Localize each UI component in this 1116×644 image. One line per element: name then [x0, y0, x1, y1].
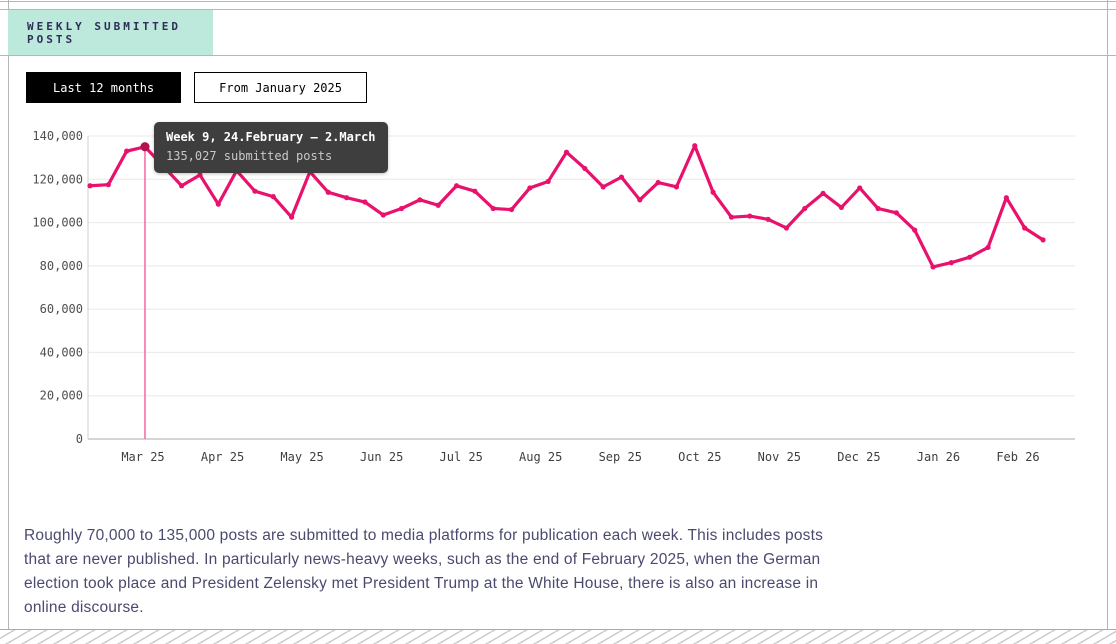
caption-line: election took place and President Zelens… — [24, 575, 819, 592]
data-point — [417, 197, 423, 203]
caption-line: online discourse. — [24, 599, 144, 616]
data-point — [967, 254, 973, 260]
data-point — [545, 178, 551, 185]
x-tick-label: Dec 25 — [837, 450, 880, 464]
tooltip-value: 135,027 submitted posts — [166, 149, 333, 163]
data-point — [197, 172, 203, 178]
data-point — [930, 264, 936, 270]
y-tick-label: 120,000 — [32, 172, 83, 186]
data-point — [288, 214, 295, 220]
chart-canvas: 0 20,000 40,000 60,000 80,000 100,000 120,000 1… — [32, 129, 1075, 464]
data-point — [453, 183, 460, 189]
data-point — [325, 189, 331, 195]
data-point — [472, 188, 478, 194]
data-point — [857, 185, 863, 191]
x-tick-label: Jul 25 — [440, 450, 483, 464]
data-point — [362, 199, 368, 205]
weekly-posts-line-chart[interactable]: 0 20,000 40,000 60,000 80,000 100,000 120,000 1… — [0, 120, 1116, 480]
data-point — [637, 197, 643, 203]
data-point — [435, 202, 441, 208]
data-point — [179, 183, 185, 189]
data-point — [838, 204, 845, 211]
data-point — [673, 184, 680, 190]
x-tick-label: May 25 — [280, 450, 323, 464]
range-button-row: Last 12 months From January 2025 — [26, 72, 367, 103]
data-point — [563, 149, 570, 155]
y-tick-label: 140,000 — [32, 129, 83, 143]
x-tick-label: Feb 26 — [996, 450, 1039, 464]
y-tick-label: 20,000 — [40, 389, 83, 403]
y-tick-label: 0 — [76, 432, 83, 446]
x-tick-label: Mar 25 — [121, 450, 164, 464]
left-rule — [8, 0, 9, 643]
data-point — [398, 205, 405, 212]
data-point — [875, 205, 881, 212]
data-point — [1022, 225, 1028, 231]
data-point — [87, 183, 93, 189]
range-button-from-january-2025[interactable]: From January 2025 — [194, 72, 367, 103]
x-tick-label: Jan 26 — [917, 450, 960, 464]
data-point — [270, 194, 276, 200]
y-tick-label: 100,000 — [32, 216, 83, 230]
data-point — [765, 216, 771, 222]
x-tick-label: Oct 25 — [678, 450, 721, 464]
data-point — [747, 213, 753, 219]
top-rule — [0, 1, 1116, 2]
bottom-hatch-band — [0, 629, 1116, 644]
caption-line: Roughly 70,000 to 135,000 posts are subm… — [24, 527, 824, 544]
data-point — [618, 174, 625, 180]
data-point — [527, 185, 533, 191]
data-point — [343, 195, 350, 201]
caption-line: that are never published. In particularl… — [24, 551, 821, 568]
data-point — [215, 201, 221, 207]
header-bottom-rule — [0, 55, 1116, 56]
data-point — [948, 260, 954, 266]
data-point — [582, 165, 588, 172]
x-tick-label: Nov 25 — [758, 450, 801, 464]
data-point — [893, 210, 899, 216]
x-tick-label: Apr 25 — [201, 450, 244, 464]
section-title-badge: WEEKLY SUBMITTED POSTS — [8, 10, 213, 55]
data-point — [490, 205, 496, 212]
x-tick-label: Jun 25 — [360, 450, 403, 464]
data-point — [380, 212, 386, 218]
data-point — [1003, 195, 1009, 201]
data-point — [105, 182, 111, 188]
data-point — [912, 227, 918, 233]
data-point — [600, 184, 606, 190]
data-point — [783, 225, 790, 231]
x-tick-label: Aug 25 — [519, 450, 562, 464]
data-point — [124, 148, 130, 154]
data-point — [252, 188, 258, 194]
header-top-rule — [0, 9, 1116, 10]
data-point — [820, 190, 826, 196]
data-point — [692, 143, 698, 149]
y-tick-label: 80,000 — [40, 259, 83, 273]
section-title: WEEKLY SUBMITTED POSTS — [27, 19, 181, 46]
data-point — [508, 206, 515, 213]
x-tick-label: Sep 25 — [599, 450, 642, 464]
selected-data-point[interactable] — [140, 142, 150, 152]
y-tick-label: 60,000 — [40, 302, 83, 316]
data-point — [985, 244, 991, 251]
data-point — [802, 205, 808, 212]
y-tick-label: 40,000 — [40, 345, 83, 359]
data-point — [655, 179, 661, 186]
chart-tooltip: Week 9, 24.February – 2.March 135,027 su… — [154, 122, 388, 173]
data-point — [1040, 237, 1046, 243]
tooltip-title: Week 9, 24.February – 2.March — [166, 130, 376, 144]
data-point — [728, 214, 735, 220]
data-point — [710, 189, 716, 195]
range-button-last-12-months[interactable]: Last 12 months — [26, 72, 182, 103]
right-rule — [1107, 0, 1108, 643]
chart-caption: Roughly 70,000 to 135,000 posts are subm… — [24, 524, 894, 620]
